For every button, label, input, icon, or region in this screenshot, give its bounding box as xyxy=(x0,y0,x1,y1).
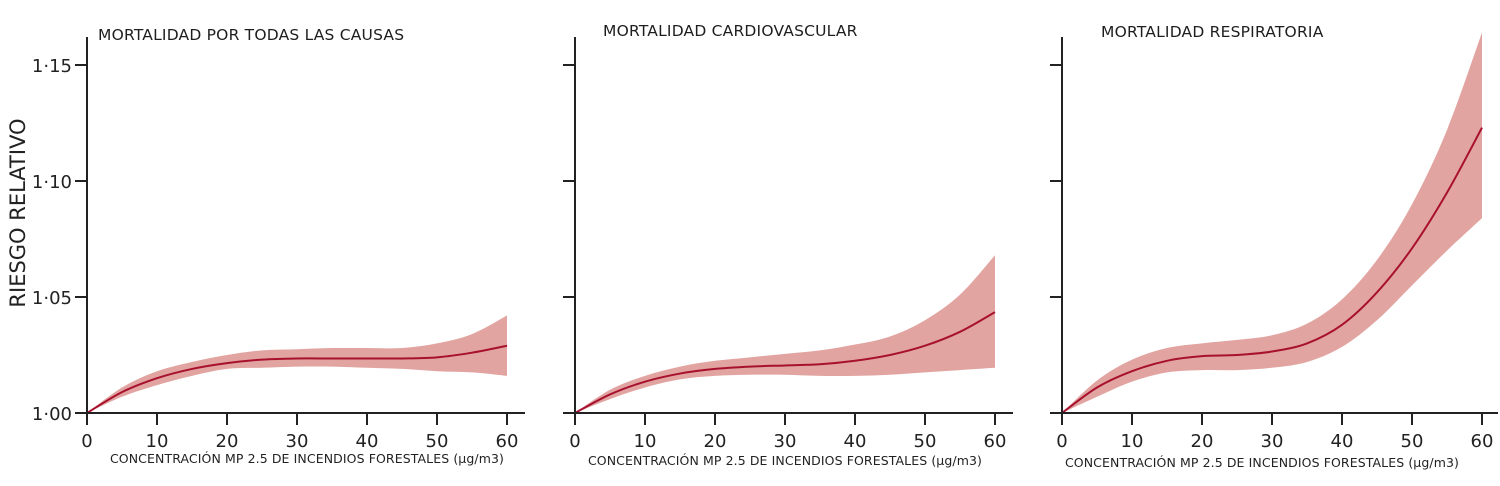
x-tick-label: 60 xyxy=(1471,431,1494,452)
x-tick-label: 40 xyxy=(1331,431,1354,452)
x-tick-label: 0 xyxy=(569,431,580,452)
x-tick-label: 10 xyxy=(146,431,169,452)
x-tick-label: 10 xyxy=(634,431,657,452)
x-tick-label: 0 xyxy=(81,431,92,452)
y-axis-label: RIESGO RELATIVO xyxy=(6,118,30,307)
x-tick-label: 20 xyxy=(704,431,727,452)
x-axis-label: CONCENTRACIÓN MP 2.5 DE INCENDIOS FOREST… xyxy=(110,451,504,466)
x-axis-label: CONCENTRACIÓN MP 2.5 DE INCENDIOS FOREST… xyxy=(1065,455,1459,470)
x-tick-label: 20 xyxy=(1191,431,1214,452)
panel-cardiovascular: MORTALIDAD CARDIOVASCULAR CONCENTRACIÓN … xyxy=(588,22,982,468)
y-tick-label: 1·05 xyxy=(32,288,72,309)
plot-area-1: 0 10 20 30 40 50 60 xyxy=(75,37,525,452)
estimate-line xyxy=(574,311,996,414)
confidence-band xyxy=(1062,32,1482,414)
x-tick-label: 40 xyxy=(844,431,867,452)
confidence-band xyxy=(575,255,995,413)
y-tick-label: 1·15 xyxy=(32,56,72,77)
x-tick-label: 30 xyxy=(286,431,309,452)
estimate-line xyxy=(1061,127,1483,414)
panel-all-causes: MORTALIDAD POR TODAS LAS CAUSAS CONCENTR… xyxy=(32,26,504,466)
x-tick-label: 0 xyxy=(1056,431,1067,452)
confidence-band xyxy=(87,315,507,413)
x-tick-label: 20 xyxy=(216,431,239,452)
panel-title: MORTALIDAD RESPIRATORIA xyxy=(1101,23,1324,41)
y-tick-label: 1·00 xyxy=(32,404,72,425)
x-tick-label: 30 xyxy=(1261,431,1284,452)
x-tick-label: 50 xyxy=(1401,431,1424,452)
x-tick-label: 50 xyxy=(426,431,449,452)
x-tick-label: 50 xyxy=(914,431,937,452)
panel-respiratory: MORTALIDAD RESPIRATORIA CONCENTRACIÓN MP… xyxy=(1065,23,1459,470)
x-tick-label: 30 xyxy=(774,431,797,452)
x-tick-label: 60 xyxy=(496,431,519,452)
x-tick-label: 60 xyxy=(984,431,1007,452)
plot-area-3: 0 10 20 30 40 50 60 xyxy=(1050,32,1498,452)
x-axis-label: CONCENTRACIÓN MP 2.5 DE INCENDIOS FOREST… xyxy=(588,453,982,468)
x-tick-label: 40 xyxy=(356,431,379,452)
panel-title: MORTALIDAD CARDIOVASCULAR xyxy=(603,22,858,40)
estimate-line xyxy=(86,344,508,414)
x-tick-label: 10 xyxy=(1121,431,1144,452)
plot-area-2: 0 10 20 30 40 50 60 xyxy=(563,37,1013,452)
panel-title: MORTALIDAD POR TODAS LAS CAUSAS xyxy=(98,26,404,44)
y-tick-label: 1·10 xyxy=(32,172,72,193)
